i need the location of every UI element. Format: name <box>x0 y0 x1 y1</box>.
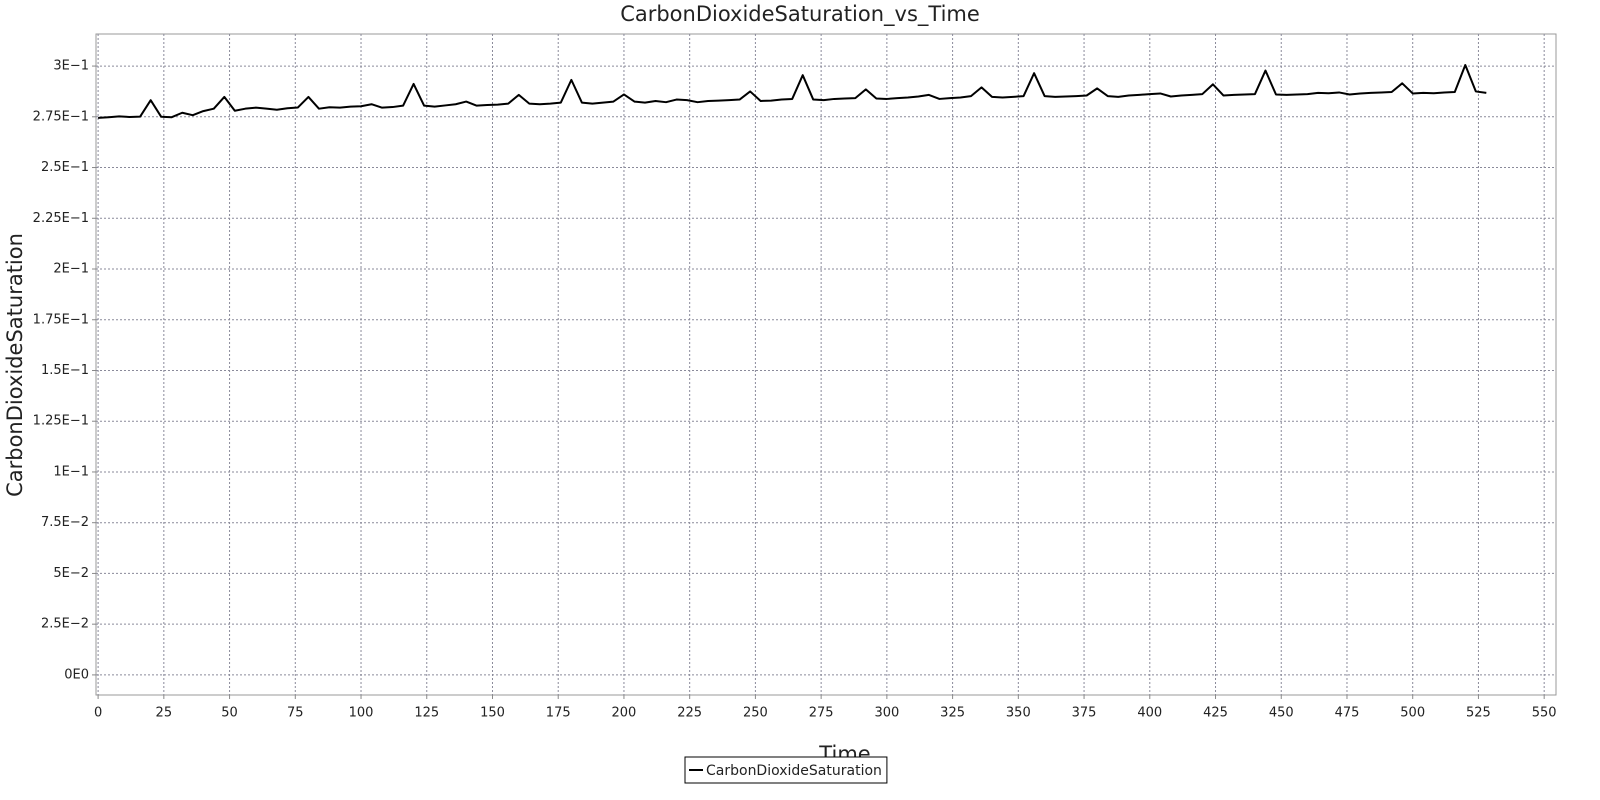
x-tick-label: 75 <box>287 706 304 721</box>
x-tick-label: 0 <box>94 706 102 721</box>
x-tick-label: 150 <box>480 706 505 721</box>
x-tick-label: 550 <box>1532 706 1557 721</box>
x-tick-label: 125 <box>414 706 439 721</box>
y-tick-label: 1.5E−1 <box>41 363 89 378</box>
y-tick-label: 3E−1 <box>53 59 89 74</box>
y-tick-label: 2.5E−2 <box>41 617 89 632</box>
x-tick-label: 375 <box>1072 706 1097 721</box>
y-tick-label: 2.75E−1 <box>33 109 89 124</box>
x-tick-label: 300 <box>874 706 899 721</box>
legend-box <box>684 756 888 784</box>
x-tick-label: 350 <box>1006 706 1031 721</box>
y-tick-label: 1E−1 <box>53 464 89 479</box>
y-tick-label: 0E0 <box>64 667 89 682</box>
y-tick-label: 2E−1 <box>53 262 89 277</box>
x-tick-label: 25 <box>156 706 173 721</box>
plot-area <box>95 33 1557 696</box>
y-axis-label: CarbonDioxideSaturation <box>3 233 27 497</box>
x-tick-label: 175 <box>546 706 571 721</box>
x-tick-label: 100 <box>349 706 374 721</box>
x-tick-label: 200 <box>612 706 637 721</box>
x-tick-label: 50 <box>221 706 238 721</box>
y-tick-label: 1.25E−1 <box>33 414 89 429</box>
x-tick-label: 400 <box>1137 706 1162 721</box>
x-tick-label: 275 <box>809 706 834 721</box>
x-tick-label: 325 <box>940 706 965 721</box>
y-tick-label: 7.5E−2 <box>41 515 89 530</box>
chart-title: CarbonDioxideSaturation_vs_Time <box>620 2 980 27</box>
y-tick-label: 5E−2 <box>53 566 89 581</box>
x-tick-label: 250 <box>743 706 768 721</box>
x-tick-label: 425 <box>1203 706 1228 721</box>
x-tick-label: 525 <box>1466 706 1491 721</box>
y-tick-label: 1.75E−1 <box>33 312 89 327</box>
x-tick-label: 450 <box>1269 706 1294 721</box>
x-tick-label: 225 <box>677 706 702 721</box>
y-tick-label: 2.5E−1 <box>41 160 89 175</box>
y-tick-label: 2.25E−1 <box>33 211 89 226</box>
data-line <box>98 64 1487 119</box>
x-tick-label: 475 <box>1335 706 1360 721</box>
x-tick-label: 500 <box>1400 706 1425 721</box>
legend-label: CarbonDioxideSaturation <box>706 763 882 779</box>
